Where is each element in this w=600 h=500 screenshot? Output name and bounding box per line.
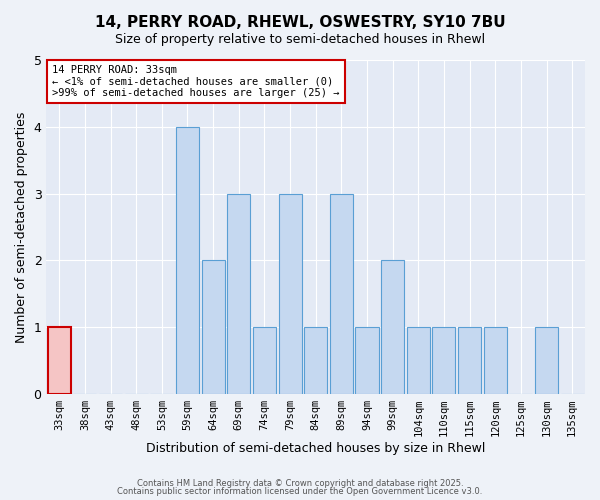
Text: Size of property relative to semi-detached houses in Rhewl: Size of property relative to semi-detach…	[115, 32, 485, 46]
Bar	[253, 328, 276, 394]
Bar	[381, 260, 404, 394]
Bar	[330, 194, 353, 394]
Bar	[407, 328, 430, 394]
Bar	[304, 328, 327, 394]
Bar	[355, 328, 379, 394]
X-axis label: Distribution of semi-detached houses by size in Rhewl: Distribution of semi-detached houses by …	[146, 442, 485, 455]
Bar	[227, 194, 250, 394]
Text: 14 PERRY ROAD: 33sqm
← <1% of semi-detached houses are smaller (0)
>99% of semi-: 14 PERRY ROAD: 33sqm ← <1% of semi-detac…	[52, 65, 340, 98]
Bar	[47, 328, 71, 394]
Bar	[535, 328, 558, 394]
Bar	[176, 127, 199, 394]
Text: 14, PERRY ROAD, RHEWL, OSWESTRY, SY10 7BU: 14, PERRY ROAD, RHEWL, OSWESTRY, SY10 7B…	[95, 15, 505, 30]
Bar	[484, 328, 507, 394]
Bar	[433, 328, 455, 394]
Text: Contains public sector information licensed under the Open Government Licence v3: Contains public sector information licen…	[118, 487, 482, 496]
Bar	[278, 194, 302, 394]
Y-axis label: Number of semi-detached properties: Number of semi-detached properties	[15, 112, 28, 342]
Bar	[458, 328, 481, 394]
Text: Contains HM Land Registry data © Crown copyright and database right 2025.: Contains HM Land Registry data © Crown c…	[137, 478, 463, 488]
Bar	[202, 260, 224, 394]
